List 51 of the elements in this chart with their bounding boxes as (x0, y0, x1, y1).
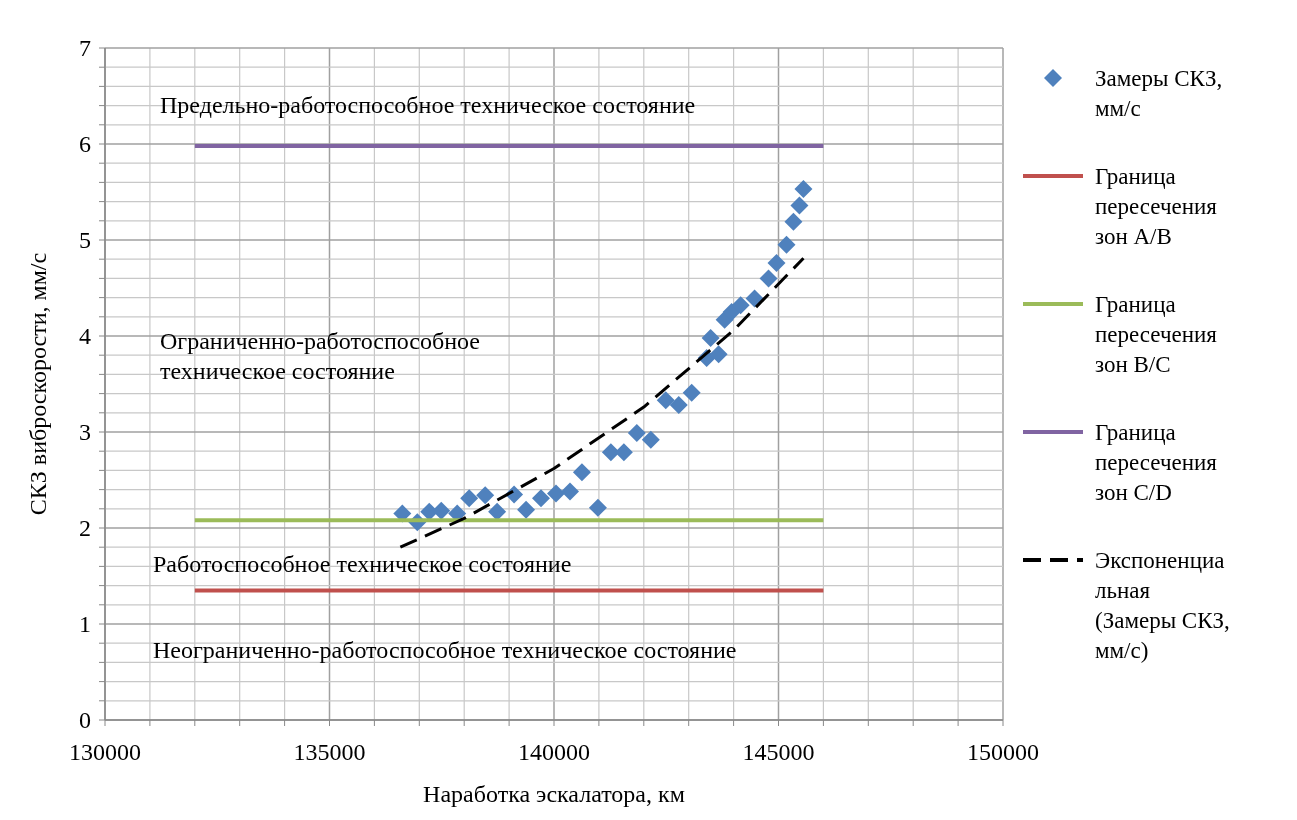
point (767, 254, 786, 273)
x-tick-label: 150000 (967, 739, 1039, 765)
x-tick-label: 135000 (293, 739, 366, 765)
x-tick-label: 145000 (742, 739, 815, 765)
point (722, 303, 741, 321)
y-tick-label: 6 (79, 131, 91, 157)
legend-label: Граница пересечения зон C/D (1095, 420, 1218, 505)
legend-label: Экспоненциальная (Замеры СКЗ, мм/с) (1095, 548, 1230, 663)
legend-label: Граница пересечения зон B/C (1095, 292, 1218, 377)
point (432, 501, 451, 520)
point (656, 391, 675, 410)
point (476, 486, 495, 505)
point (560, 482, 579, 501)
point (790, 196, 809, 215)
y-tick-label: 1 (79, 611, 91, 637)
point (488, 502, 507, 521)
point (572, 463, 591, 482)
y-tick-label: 0 (79, 707, 91, 733)
y-tick-label: 3 (79, 419, 91, 445)
point (759, 269, 778, 288)
annotation: Ограниченно-работоспособное техническое состояние (160, 328, 480, 384)
point (701, 328, 720, 347)
y-axis-title: СКЗ виброскорости, мм/с (25, 252, 51, 516)
x-tick-label: 140000 (518, 739, 590, 765)
point (641, 430, 660, 449)
y-tick-label: 2 (79, 515, 91, 541)
point (588, 498, 607, 517)
legend-label: Граница пересечения зон A/B (1095, 164, 1218, 249)
point (682, 383, 701, 402)
point (784, 212, 803, 231)
y-tick-label: 5 (79, 227, 91, 253)
annotation: Предельно-работоспособное техническое состояние (160, 92, 696, 118)
point (794, 180, 813, 199)
point (709, 345, 728, 364)
point (745, 289, 764, 308)
point (460, 489, 479, 508)
point (517, 500, 536, 519)
point (731, 296, 750, 315)
point (532, 489, 551, 508)
point (777, 235, 796, 254)
x-axis-title: Наработка эскалатора, км (423, 781, 685, 807)
point (546, 484, 565, 503)
annotation: Неограниченно-работоспособное техническое состояние (153, 637, 737, 663)
point (669, 396, 688, 415)
point (601, 443, 620, 462)
y-tick-label: 4 (79, 323, 91, 349)
point (627, 423, 646, 442)
x-tick-label: 130000 (69, 739, 141, 765)
legend-label: Замеры СКЗ, мм/с (1095, 66, 1223, 121)
annotation: Работоспособное техническое состояние (153, 551, 572, 577)
y-tick-label: 7 (79, 35, 91, 61)
